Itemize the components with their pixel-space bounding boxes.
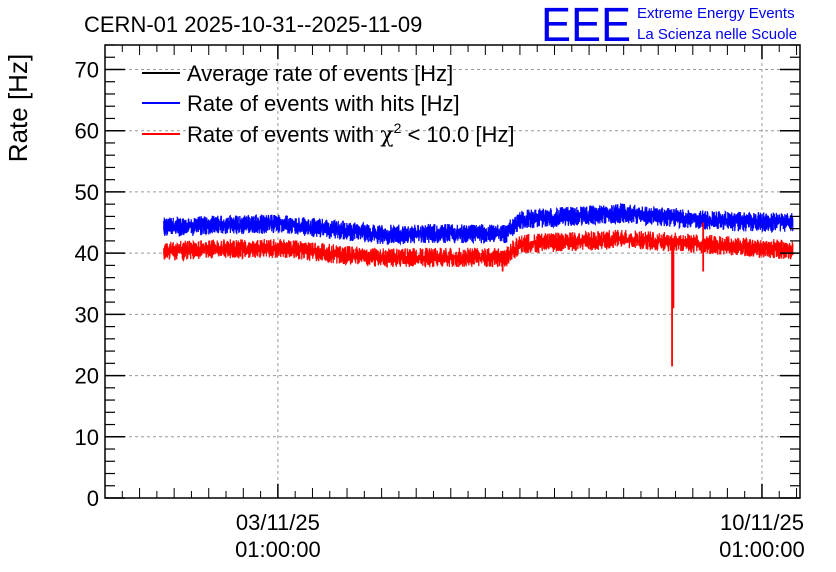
series-line-hits (163, 202, 794, 246)
legend: Average rate of events [Hz] Rate of even… (142, 61, 514, 148)
x-tick-label-date: 10/11/25 (720, 510, 804, 535)
axes: 01020304050607003/11/2501:00:0010/11/250… (75, 44, 805, 562)
chart-title: CERN-01 2025-10-31--2025-11-09 (84, 12, 422, 37)
y-tick-label: 60 (75, 119, 99, 144)
data-series (163, 202, 794, 367)
x-tick-label-time: 01:00:00 (235, 537, 321, 562)
y-tick-label: 40 (75, 241, 99, 266)
eee-logo: EEE Extreme Energy Events La Scienza nel… (541, 0, 797, 52)
legend-label-hits: Rate of events with hits [Hz] (187, 91, 460, 116)
x-tick-label-time: 01:00:00 (719, 537, 805, 562)
logo-mark: EEE (541, 0, 631, 52)
y-tick-label: 50 (75, 180, 99, 205)
x-tick-label-date: 03/11/25 (236, 510, 320, 535)
legend-label-average: Average rate of events [Hz] (187, 61, 453, 86)
plot-frame (104, 44, 801, 499)
y-tick-label: 20 (75, 364, 99, 389)
logo-line-2: La Scienza nelle Scuole (637, 26, 797, 43)
y-tick-label: 70 (75, 57, 99, 82)
logo-line-1: Extreme Energy Events (637, 5, 795, 22)
series-line-chi2 (163, 229, 794, 268)
y-tick-label: 30 (75, 302, 99, 327)
y-tick-label: 0 (87, 486, 99, 511)
y-axis-label: Rate [Hz] (3, 54, 33, 162)
legend-label-chi2: Rate of events with χ2 < 10.0 [Hz] (187, 120, 514, 148)
y-tick-label: 10 (75, 425, 99, 450)
